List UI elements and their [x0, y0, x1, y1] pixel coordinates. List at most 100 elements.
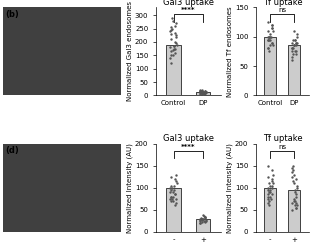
- Point: [268, 184, 273, 188]
- Point: [200, 92, 205, 95]
- Point: [171, 48, 176, 52]
- Point: [170, 19, 175, 23]
- Point: [265, 186, 270, 190]
- Y-axis label: Normalized Tf endosomes: Normalized Tf endosomes: [227, 6, 233, 97]
- Point: [290, 41, 295, 44]
- Point: [169, 61, 174, 65]
- Point: [204, 219, 209, 223]
- Bar: [288, 45, 300, 95]
- Point: [197, 221, 202, 225]
- Point: [294, 203, 299, 207]
- Point: [290, 179, 295, 183]
- Point: [266, 175, 271, 179]
- Point: [168, 190, 173, 194]
- Point: [266, 29, 271, 33]
- Point: [199, 90, 204, 93]
- Point: [173, 201, 178, 205]
- Point: [291, 38, 296, 41]
- Point: [199, 216, 204, 220]
- Point: [268, 32, 273, 36]
- Point: [290, 208, 295, 212]
- Point: [197, 218, 202, 222]
- Point: [202, 215, 207, 219]
- Title: Tf uptake: Tf uptake: [263, 0, 302, 7]
- Point: [199, 217, 204, 221]
- Point: [290, 166, 295, 170]
- Point: [294, 206, 299, 210]
- Text: ****: ****: [181, 8, 196, 13]
- Point: [293, 193, 298, 196]
- Point: [171, 184, 176, 188]
- Point: [293, 41, 298, 44]
- Point: [291, 197, 296, 201]
- Y-axis label: Normalized Intensity (AU): Normalized Intensity (AU): [127, 143, 134, 233]
- Point: [169, 25, 174, 29]
- Point: [270, 168, 275, 172]
- Point: [204, 90, 209, 94]
- Point: [174, 43, 179, 47]
- Point: [168, 186, 173, 190]
- Point: [171, 188, 176, 192]
- Point: [293, 203, 298, 207]
- Point: [267, 38, 272, 41]
- Point: [294, 177, 299, 181]
- Point: [291, 43, 296, 47]
- Point: [267, 182, 272, 185]
- Point: [266, 164, 271, 168]
- Point: [172, 31, 177, 35]
- Point: [291, 29, 296, 33]
- Point: [168, 29, 173, 33]
- Point: [168, 175, 173, 179]
- Point: [291, 164, 296, 168]
- Point: [173, 193, 178, 196]
- Point: [290, 55, 295, 59]
- Point: [270, 43, 275, 47]
- Text: (d): (d): [6, 146, 19, 155]
- Point: [174, 35, 179, 39]
- Point: [290, 46, 295, 50]
- Point: [266, 199, 271, 203]
- Point: [170, 197, 175, 201]
- Point: [269, 41, 274, 44]
- Text: ns: ns: [278, 144, 286, 150]
- Point: [201, 214, 206, 218]
- Point: [202, 220, 207, 224]
- Point: [200, 90, 205, 94]
- Point: [265, 46, 270, 50]
- Bar: [264, 188, 276, 232]
- Point: [269, 186, 274, 190]
- Point: [173, 51, 178, 55]
- Point: [173, 203, 178, 207]
- Point: [290, 201, 295, 205]
- Point: [294, 201, 299, 205]
- Point: [290, 175, 295, 179]
- Point: [290, 46, 295, 50]
- Point: [267, 38, 272, 41]
- Point: [270, 23, 275, 27]
- Point: [197, 88, 202, 92]
- Point: [266, 188, 271, 192]
- Point: [174, 33, 179, 37]
- Title: Tf uptake: Tf uptake: [263, 134, 302, 143]
- Point: [202, 90, 207, 94]
- Point: [270, 41, 275, 44]
- Point: [169, 184, 174, 188]
- Point: [198, 91, 203, 95]
- Title: Gal3 uptake: Gal3 uptake: [163, 134, 214, 143]
- Point: [269, 177, 274, 181]
- Point: [267, 190, 272, 194]
- Point: [170, 199, 175, 203]
- Point: [291, 168, 296, 172]
- Point: [170, 16, 175, 20]
- Point: [291, 182, 296, 185]
- Point: [292, 43, 297, 47]
- Point: [292, 199, 297, 203]
- Point: [168, 53, 173, 57]
- Point: [269, 197, 274, 201]
- Point: [200, 217, 205, 221]
- Point: [168, 56, 173, 60]
- Point: [294, 41, 299, 44]
- Point: [197, 221, 202, 225]
- Point: [266, 20, 271, 24]
- Point: [202, 91, 207, 95]
